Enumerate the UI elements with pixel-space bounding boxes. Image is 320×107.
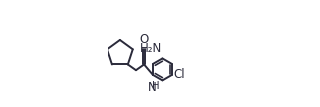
Text: H₂N: H₂N xyxy=(140,42,162,55)
Text: Cl: Cl xyxy=(173,68,185,81)
Text: H: H xyxy=(152,81,159,91)
Text: N: N xyxy=(148,81,157,94)
Text: O: O xyxy=(140,33,149,46)
